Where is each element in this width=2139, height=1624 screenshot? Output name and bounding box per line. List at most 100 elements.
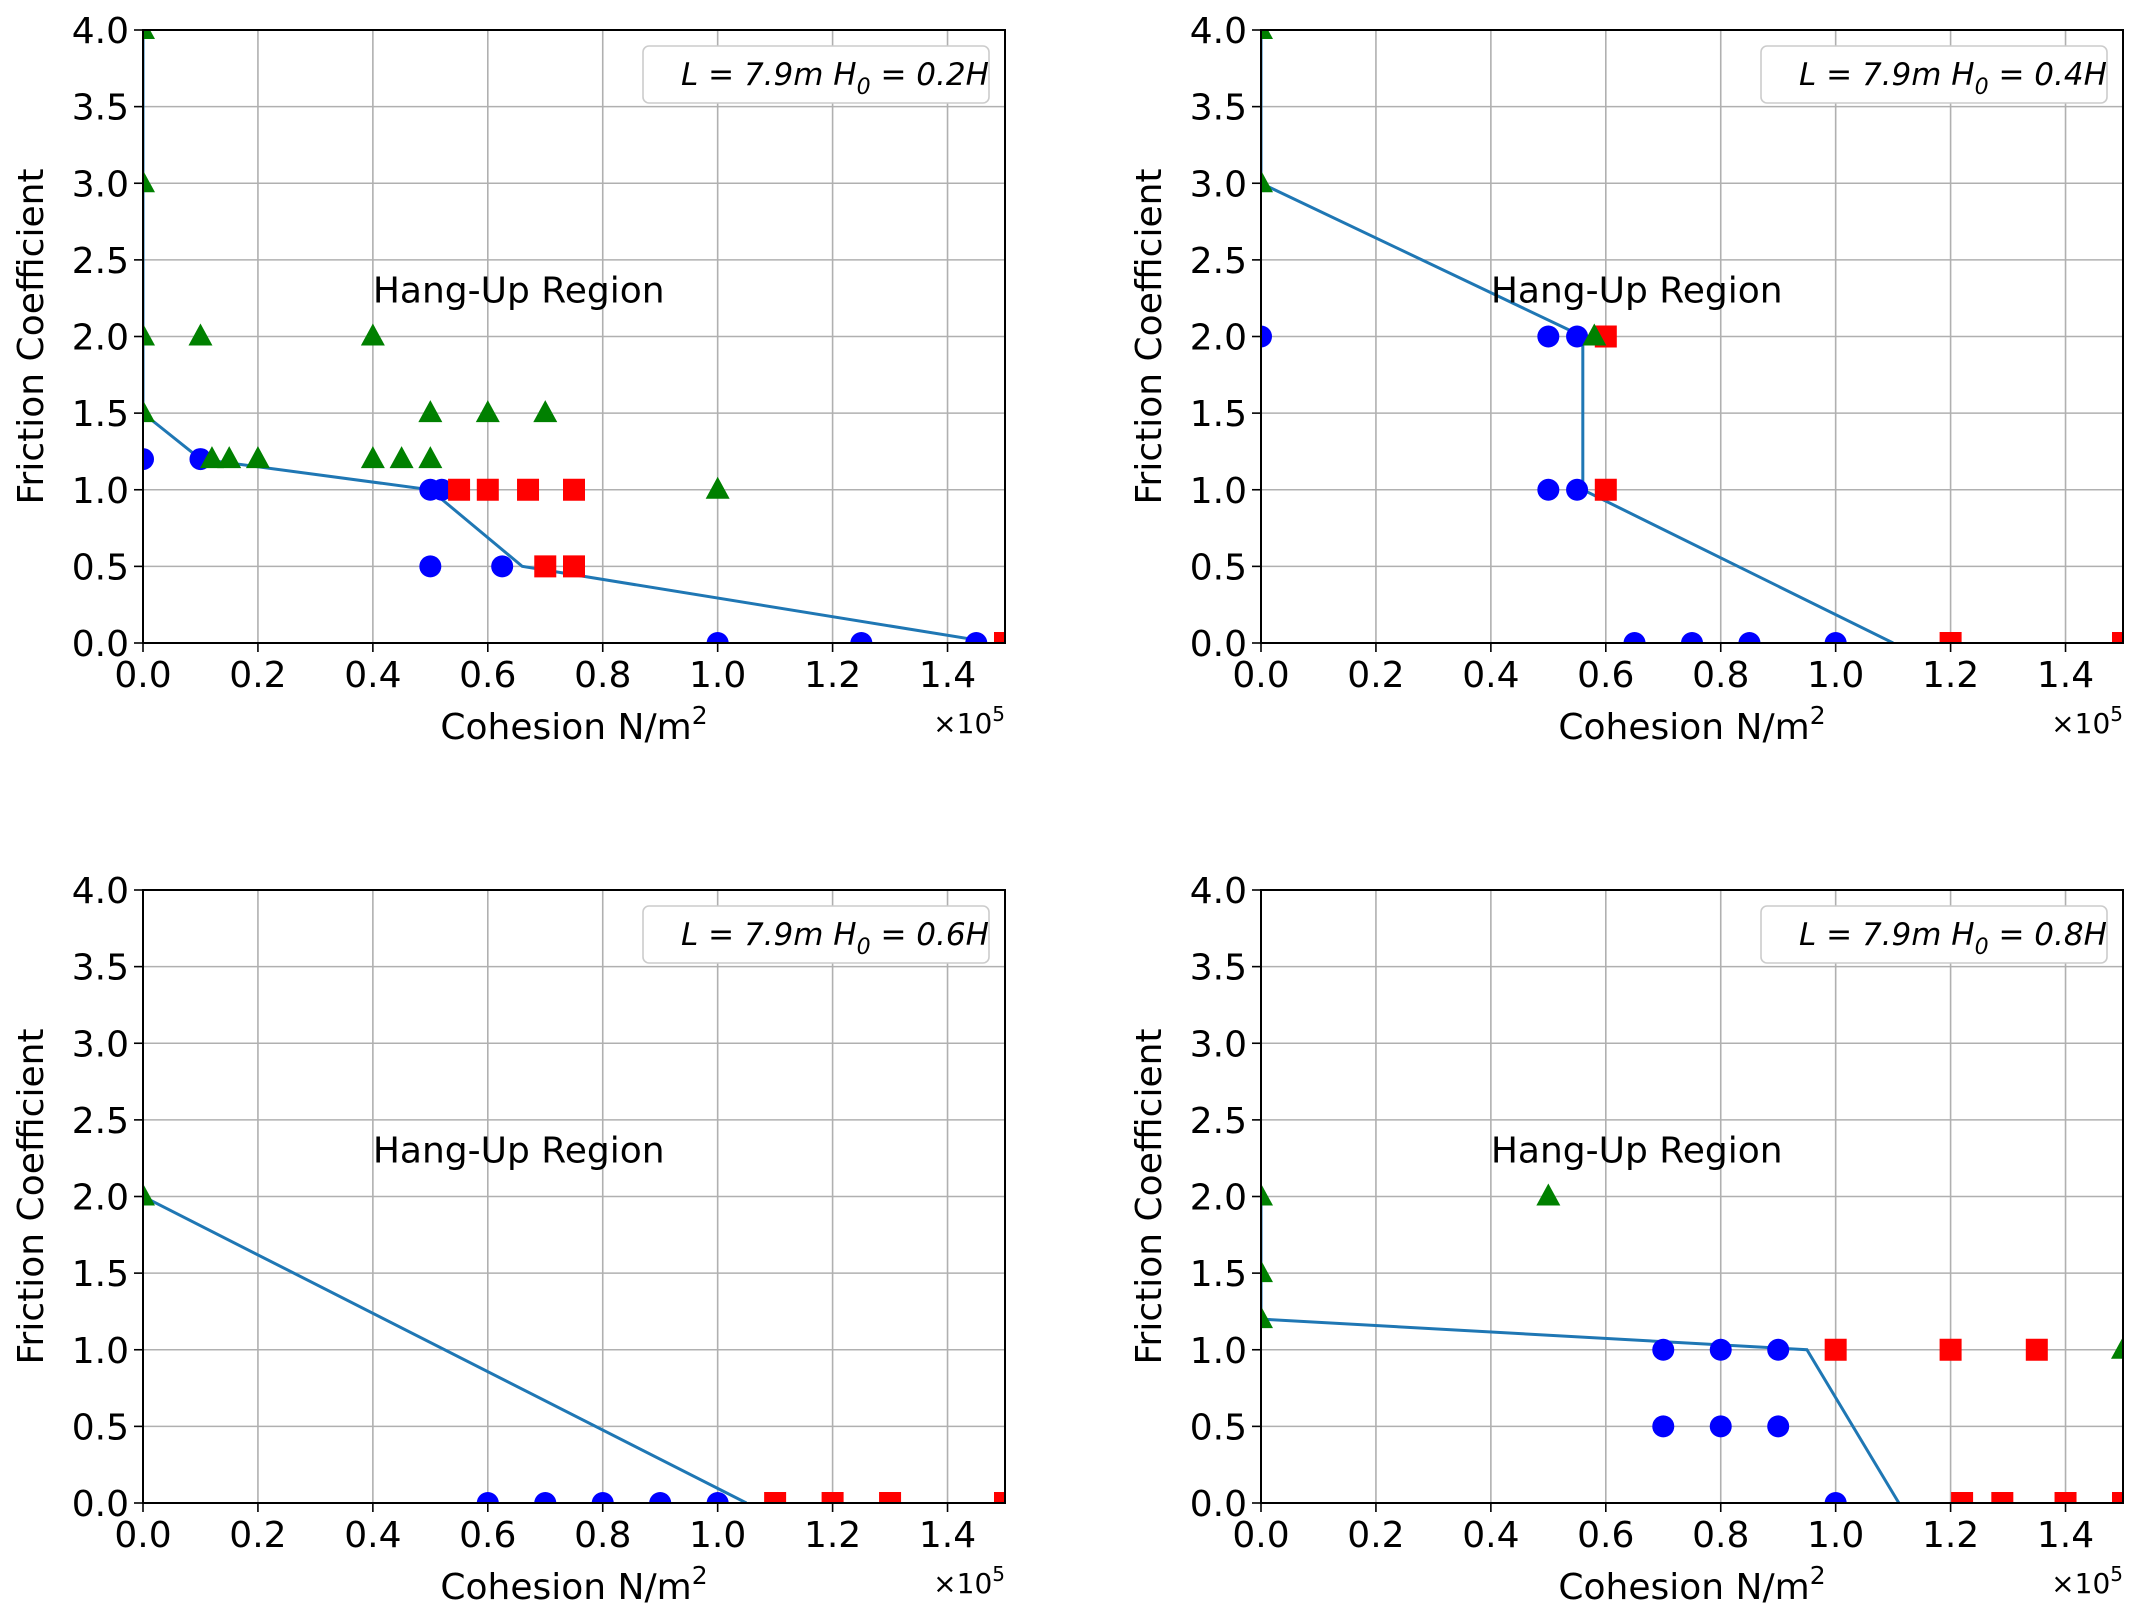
x-tick-label: 0.0 [1232,655,1289,696]
triangle-point [143,323,155,346]
legend-prefix: L = 7.9m H [681,57,857,93]
x-tick-label: 1.0 [1807,1515,1864,1556]
triangle-point [418,400,443,423]
x-axis-label: Cohesion N/m2 [1558,701,1825,748]
x-multiplier: ×105 [2051,702,2123,740]
square-point [563,555,585,578]
x-tick-label: 0.2 [1347,655,1404,696]
legend-suffix: = 0.8H [1989,917,2107,953]
square-point [994,632,1005,643]
triangle-point [199,446,224,469]
circle-point [965,632,988,643]
circle-point [1566,325,1589,348]
triangle-point [418,446,443,469]
circle-point [1824,1492,1847,1503]
x-axis-label-sup: 2 [692,701,708,730]
legend-subscript: 0 [857,75,871,100]
x-multiplier-exp: 5 [992,1562,1005,1586]
hang-up-region-label: Hang-Up Region [373,271,665,312]
circle-point [1652,1415,1675,1438]
circle-point [430,478,453,501]
y-tick-label: 0.5 [1190,1407,1247,1448]
triangle-point [143,30,155,39]
triangle-point [217,446,242,469]
axes-frame [1260,889,2124,1504]
y-axis-label: Friction Coefficient [11,168,52,504]
circle-point [649,1492,672,1503]
y-tick-label: 1.5 [1190,1254,1247,1295]
y-tick-label: 1.5 [72,1254,129,1295]
x-multiplier: ×105 [933,702,1005,740]
x-tick-label: 1.0 [689,655,746,696]
x-multiplier: ×105 [2051,1562,2123,1600]
triangle-point [1261,1260,1273,1283]
boundary-line [143,30,977,642]
square-point [1991,1492,2014,1503]
square-point [764,1492,787,1503]
x-axis-label-sup: 2 [1810,701,1826,730]
triangle-point [245,446,270,469]
y-tick-label: 0.5 [72,1407,129,1448]
circle-point [1767,1415,1790,1438]
x-axis-label: Cohesion N/m2 [440,701,707,748]
square-point [2112,632,2123,643]
circle-point [1261,325,1272,348]
plot-content [1261,30,2123,643]
circle-point [1767,1338,1790,1361]
axes-frame [1260,29,2124,644]
circle-point [1681,632,1703,643]
y-tick-label: 3.5 [1190,948,1247,989]
legend-label: L = 7.9m H0 = 0.6H [681,917,989,960]
circle-point [1738,632,1761,643]
legend-box [642,905,990,964]
y-tick-label: 2.0 [1190,318,1247,359]
y-tick-label: 1.0 [1190,1331,1247,1372]
legend-box [1760,45,2108,104]
circle-point [476,1492,499,1503]
triangle-point [143,1183,155,1206]
circle-point [706,632,729,643]
square-point [448,478,471,501]
triangle-point [360,323,385,346]
x-tick-label: 0.4 [344,1515,401,1556]
triangle-point [705,476,730,499]
x-axis-label-sup: 2 [1810,1561,1826,1590]
square-point [1951,1492,1974,1503]
chart-panel-1: 0.0 0.2 0.4 0.6 0.8 1.0 1.2 1.4 0.0 0.5 1.0 1.5 2.0 2… [11,11,1006,748]
hang-up-region-label: Hang-Up Region [1491,1131,1783,1172]
y-tick-label: 0.0 [1190,624,1247,665]
triangle-point [1261,1306,1273,1329]
x-multiplier-base: ×10 [2051,1567,2110,1600]
x-tick-label: 0.0 [114,1515,171,1556]
y-tick-label: 1.0 [1190,471,1247,512]
hang-up-region-label: Hang-Up Region [373,1131,665,1172]
chart-panel-3: 0.0 0.2 0.4 0.6 0.8 1.0 1.2 1.4 0.0 0.5 1.0 1.5 2.0 2… [11,871,1006,1608]
x-tick-label: 1.2 [804,655,861,696]
square-point [879,1492,902,1503]
x-axis-label: Cohesion N/m2 [440,1561,707,1608]
circle-point [591,1492,614,1503]
x-tick-label: 0.8 [1692,655,1749,696]
triangle-point [475,400,500,423]
y-tick-label: 3.5 [72,948,129,989]
triangle-point [1536,1183,1561,1206]
y-tick-label: 0.0 [72,624,129,665]
legend-suffix: = 0.6H [871,917,989,953]
circle-point [1824,632,1847,643]
legend-box [642,45,990,104]
boundary-line [1261,1196,1901,1503]
legend-label: L = 7.9m H0 = 0.8H [1799,917,2107,960]
square-point [821,1492,844,1503]
square-point [1594,478,1617,501]
circle-point [1537,325,1560,348]
square-point [1824,1338,1847,1361]
y-tick-label: 3.5 [1190,88,1247,129]
x-tick-label: 0.6 [459,1515,516,1556]
x-multiplier-base: ×10 [2051,707,2110,740]
triangle-point [389,446,414,469]
x-axis-label-text: Cohesion N/m [1558,1567,1809,1608]
x-tick-label: 0.4 [1462,1515,1519,1556]
triangle-point [533,400,558,423]
